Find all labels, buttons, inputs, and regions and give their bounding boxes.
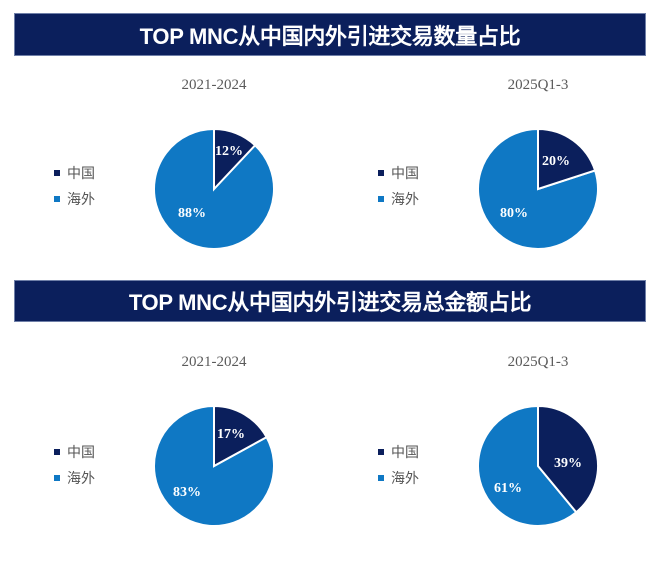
legend-item-china: 中国	[378, 160, 419, 186]
pie-chart-count-2021-2024: 2021-2024 中国 海外 12% 88%	[49, 77, 379, 297]
chart-legend: 中国 海外	[378, 160, 419, 212]
legend-item-china: 中国	[378, 439, 419, 465]
pie: 39% 61%	[477, 404, 599, 527]
section-banner-deal-count: TOP MNC从中国内外引进交易数量占比	[14, 13, 646, 56]
pie-slice-overseas	[477, 127, 599, 250]
section-banner-deal-value: TOP MNC从中国内外引进交易总金额占比	[14, 280, 646, 322]
chart-legend: 中国 海外	[54, 439, 95, 491]
legend-item-china: 中国	[54, 160, 95, 186]
chart-period-label: 2025Q1-3	[507, 77, 569, 93]
chart-legend: 中国 海外	[378, 439, 419, 491]
legend-swatch-overseas	[378, 196, 384, 202]
pie-chart-value-2021-2024: 2021-2024 中国 海外 17% 83%	[49, 354, 379, 574]
legend-item-overseas: 海外	[378, 186, 419, 212]
section-title: TOP MNC从中国内外引进交易总金额占比	[128, 290, 532, 315]
pie-chart-value-2025q1-3: 2025Q1-3 中国 海外 39% 61%	[373, 354, 660, 574]
chart-period-label: 2021-2024	[181, 77, 247, 93]
legend-item-overseas: 海外	[54, 465, 95, 491]
pie-label-overseas: 61%	[494, 481, 522, 496]
pie-label-overseas: 88%	[178, 206, 206, 221]
section-title: TOP MNC从中国内外引进交易数量占比	[139, 23, 521, 49]
pie-slice-overseas	[477, 404, 578, 527]
pie-slice-china	[537, 127, 597, 191]
pie-chart-count-2025q1-3: 2025Q1-3 中国 海外 20% 80%	[373, 77, 660, 297]
legend-swatch-china	[378, 449, 384, 455]
pie-label-china: 17%	[217, 427, 245, 442]
pie-slice-china	[537, 404, 599, 514]
pie-label-china: 39%	[554, 456, 582, 471]
pie-slice-china	[213, 127, 257, 192]
legend-swatch-china	[54, 170, 60, 176]
pie: 17% 83%	[153, 404, 275, 527]
legend-swatch-overseas	[378, 475, 384, 481]
pie-label-china: 12%	[215, 144, 243, 159]
legend-swatch-china	[378, 170, 384, 176]
pie: 12% 88%	[153, 127, 275, 250]
legend-swatch-overseas	[54, 196, 60, 202]
pie-label-overseas: 83%	[173, 485, 201, 500]
pie-label-china: 20%	[542, 154, 570, 169]
pie-label-overseas: 80%	[500, 206, 528, 221]
legend-item-overseas: 海外	[378, 465, 419, 491]
pie: 20% 80%	[477, 127, 599, 250]
legend-item-overseas: 海外	[54, 186, 95, 212]
chart-period-label: 2021-2024	[181, 354, 247, 370]
chart-legend: 中国 海外	[54, 160, 95, 212]
legend-swatch-china	[54, 449, 60, 455]
legend-item-china: 中国	[54, 439, 95, 465]
chart-period-label: 2025Q1-3	[507, 354, 569, 370]
legend-swatch-overseas	[54, 475, 60, 481]
pie-slice-china	[213, 404, 268, 468]
